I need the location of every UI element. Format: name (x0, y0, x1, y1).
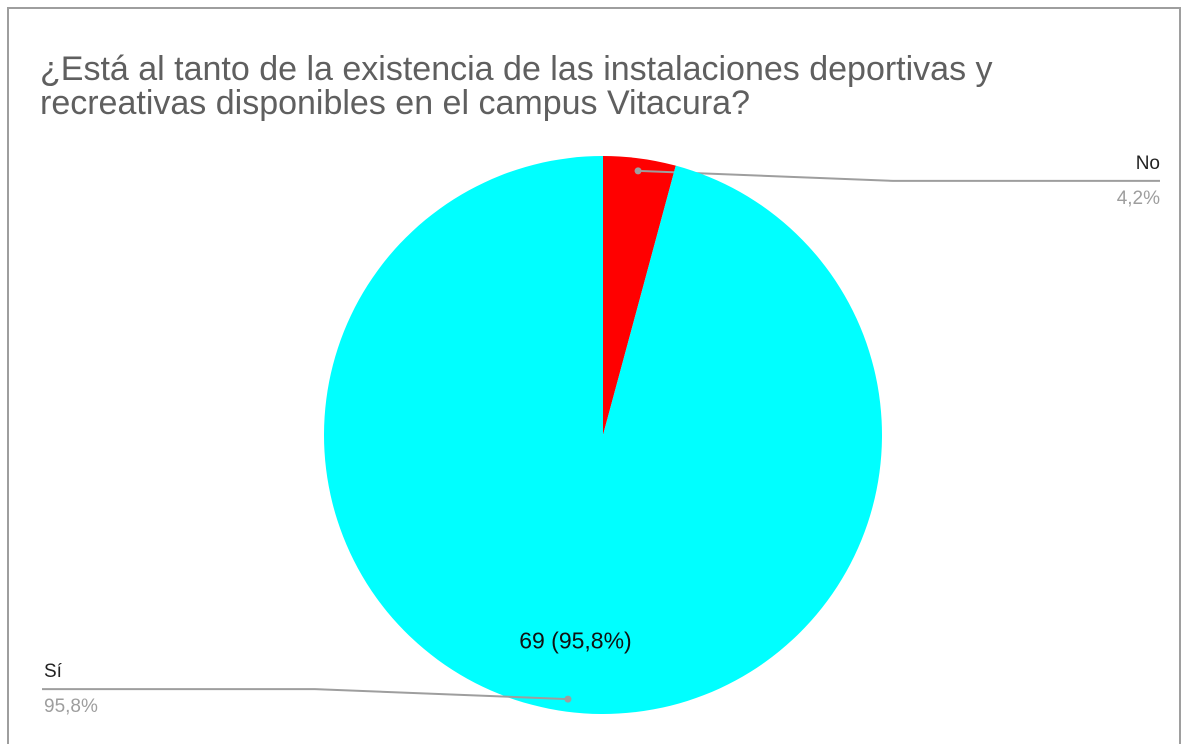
legend-label: Sí (44, 661, 63, 682)
pie-slice (603, 156, 676, 435)
leader-dot (634, 167, 642, 175)
chart-title: ¿Está al tanto de la existencia de las i… (40, 52, 993, 122)
leader-line (638, 169, 1160, 182)
pie-slice (323, 156, 882, 714)
legend-label: No (1136, 153, 1160, 174)
title-box: ¿Está al tanto de la existencia de las i… (40, 52, 993, 122)
leader-dot (564, 695, 572, 703)
leader-line (42, 688, 568, 701)
value-label: 4,2% (1117, 188, 1160, 209)
slice-label: 69 (95,8%) (519, 628, 632, 654)
value-label: 95,8% (44, 696, 98, 717)
